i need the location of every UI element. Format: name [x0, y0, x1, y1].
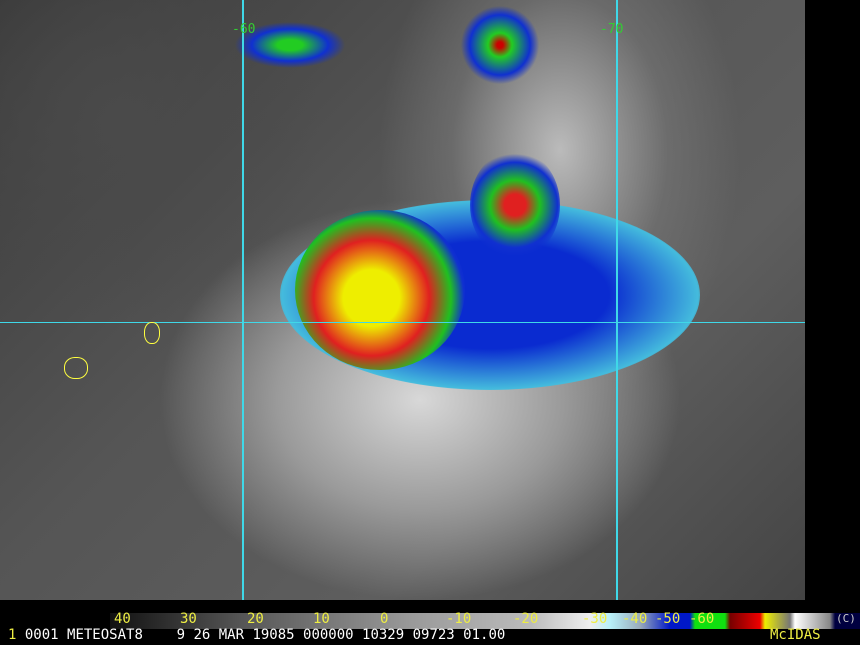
colorbar-tick: -30 [582, 611, 608, 627]
colorbar-unit: (C) [836, 612, 856, 625]
mcidas-label: McIDAS [770, 627, 821, 643]
longitude-line [616, 0, 618, 600]
colorbar-tick: -60 [689, 611, 715, 627]
image-info-line: 1 0001 METEOSAT8 9 26 MAR 19085 000000 1… [8, 627, 821, 643]
colorbar-tick: 30 [180, 611, 197, 627]
image-metadata: 0001 METEOSAT8 9 26 MAR 19085 000000 103… [24, 627, 506, 643]
frame-number: 1 [8, 627, 17, 643]
temperature-colorbar [110, 613, 860, 629]
island-outline [64, 357, 88, 379]
island-outline [144, 322, 160, 344]
latitude-line [0, 322, 805, 323]
longitude-line [242, 0, 244, 600]
colorbar-tick: -10 [446, 611, 472, 627]
grid-label: -70 [600, 22, 624, 37]
grid-label: -60 [232, 22, 256, 37]
convective-cell [460, 0, 540, 90]
colorbar-tick: -20 [513, 611, 539, 627]
colorbar-tick: 10 [313, 611, 330, 627]
convective-cell [470, 150, 560, 260]
colorbar-tick: 0 [380, 611, 389, 627]
convective-cell [230, 20, 350, 70]
colorbar-tick: 40 [114, 611, 131, 627]
satellite-image: -60 -70 [0, 0, 805, 600]
colorbar-tick: -50 [655, 611, 681, 627]
cyclone-core [295, 210, 465, 370]
colorbar-tick: -40 [622, 611, 648, 627]
colorbar-tick: 20 [247, 611, 264, 627]
